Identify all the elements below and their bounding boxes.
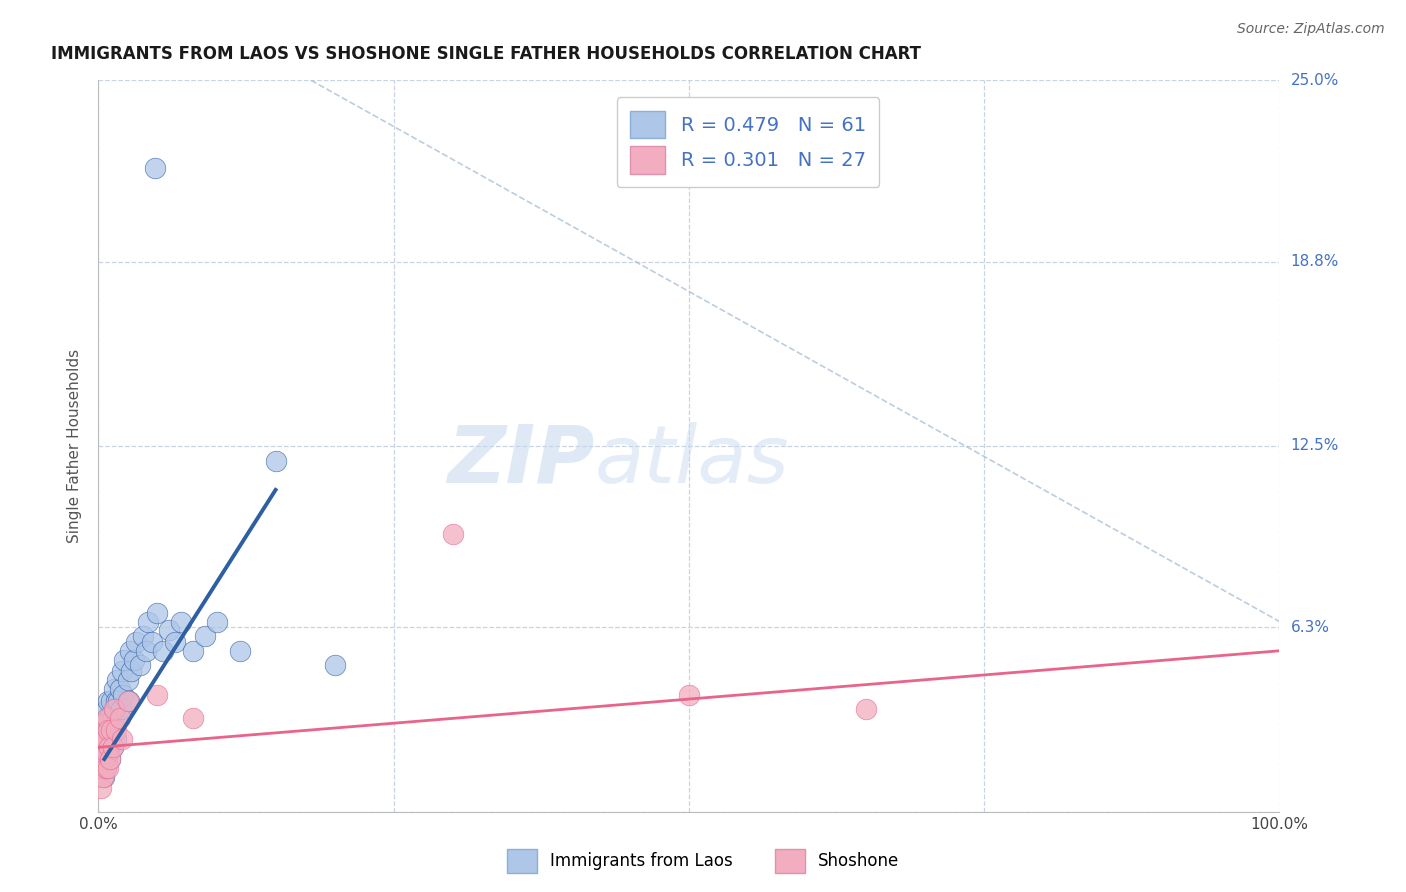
Point	[101, 740, 124, 755]
Point	[91, 740, 114, 755]
Point	[93, 770, 115, 784]
Text: 6.3%: 6.3%	[1291, 620, 1330, 635]
Point	[93, 746, 115, 760]
Point	[121, 665, 143, 679]
Point	[141, 635, 163, 649]
Point	[91, 717, 114, 731]
Point	[93, 752, 115, 766]
Point	[101, 740, 124, 755]
Point	[93, 723, 115, 737]
Point	[128, 658, 150, 673]
Point	[146, 688, 169, 702]
Text: 25.0%: 25.0%	[1291, 73, 1339, 87]
Point	[101, 711, 124, 725]
Point	[91, 770, 114, 784]
Point	[96, 746, 118, 760]
Point	[103, 702, 125, 716]
Point	[229, 644, 252, 658]
Point	[97, 723, 120, 737]
Point	[181, 711, 204, 725]
Point	[108, 681, 131, 696]
Text: 12.5%: 12.5%	[1291, 439, 1339, 453]
Point	[111, 665, 134, 679]
Point	[100, 731, 122, 746]
Point	[146, 606, 169, 620]
Point	[91, 761, 114, 775]
Point	[205, 615, 228, 629]
Point	[125, 635, 148, 649]
Point	[132, 629, 155, 643]
Point	[104, 702, 127, 716]
Point	[91, 752, 114, 766]
Point	[112, 652, 135, 666]
Point	[107, 693, 129, 707]
Point	[103, 681, 125, 696]
Point	[97, 746, 120, 760]
Point	[111, 731, 134, 746]
Point	[181, 644, 204, 658]
Point	[94, 731, 117, 746]
Point	[323, 658, 346, 673]
Point	[100, 693, 122, 707]
Point	[98, 752, 121, 766]
Point	[855, 702, 877, 716]
Point	[110, 702, 132, 716]
Point	[170, 615, 193, 629]
Point	[91, 761, 114, 775]
Point	[105, 673, 128, 687]
Point	[96, 711, 118, 725]
Point	[97, 723, 120, 737]
Text: ZIP: ZIP	[447, 422, 595, 500]
Text: atlas: atlas	[595, 422, 789, 500]
Point	[91, 731, 114, 746]
Point	[94, 761, 117, 775]
Y-axis label: Single Father Households: Single Father Households	[67, 349, 83, 543]
Point	[94, 761, 117, 775]
Point	[117, 693, 139, 707]
Point	[98, 723, 121, 737]
Point	[108, 711, 131, 725]
Point	[90, 746, 112, 760]
Point	[98, 752, 121, 766]
Legend: Immigrants from Laos, Shoshone: Immigrants from Laos, Shoshone	[501, 842, 905, 880]
Point	[91, 731, 114, 746]
Point	[143, 161, 166, 175]
Point	[152, 644, 174, 658]
Point	[105, 723, 128, 737]
Point	[105, 731, 128, 746]
Point	[165, 635, 187, 649]
Point	[97, 693, 120, 707]
Point	[157, 624, 180, 638]
Point	[441, 526, 464, 541]
Point	[678, 688, 700, 702]
Point	[97, 761, 120, 775]
Point	[264, 453, 287, 467]
Point	[103, 723, 125, 737]
Point	[122, 652, 145, 666]
Point	[94, 740, 117, 755]
Text: Source: ZipAtlas.com: Source: ZipAtlas.com	[1237, 22, 1385, 37]
Point	[98, 740, 121, 755]
Point	[94, 711, 117, 725]
Point	[98, 740, 121, 755]
Point	[194, 629, 217, 643]
Point	[105, 693, 128, 707]
Text: 18.8%: 18.8%	[1291, 254, 1339, 269]
Text: IMMIGRANTS FROM LAOS VS SHOSHONE SINGLE FATHER HOUSEHOLDS CORRELATION CHART: IMMIGRANTS FROM LAOS VS SHOSHONE SINGLE …	[51, 45, 921, 63]
Point	[90, 781, 112, 796]
Point	[112, 688, 135, 702]
Point	[93, 717, 115, 731]
Point	[96, 752, 118, 766]
Legend: R = 0.479   N = 61, R = 0.301   N = 27: R = 0.479 N = 61, R = 0.301 N = 27	[617, 97, 879, 187]
Point	[117, 673, 139, 687]
Point	[105, 711, 128, 725]
Point	[120, 644, 142, 658]
Point	[96, 731, 118, 746]
Point	[100, 723, 122, 737]
Point	[136, 615, 159, 629]
Point	[98, 711, 121, 725]
Point	[118, 693, 141, 707]
Point	[96, 702, 118, 716]
Point	[135, 644, 157, 658]
